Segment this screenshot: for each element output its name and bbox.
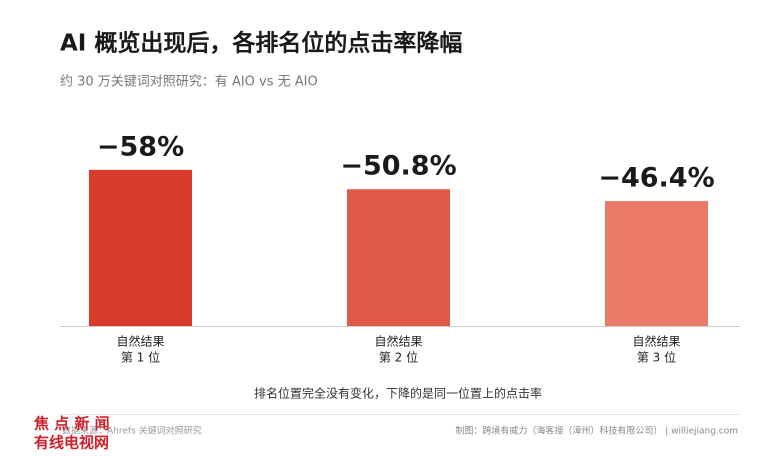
value-label: −58% — [97, 131, 184, 162]
x-tick-label: 第 3 位 — [637, 350, 676, 365]
bar — [89, 169, 192, 326]
chart-title: AI 概览出现后，各排名位的点击率降幅 — [60, 30, 462, 57]
value-label: −46.4% — [598, 163, 714, 194]
credit: 制图：跨境有威力（海客搜（漳州）科技有限公司） | williejiang.co… — [455, 425, 738, 437]
x-tick-label: 第 2 位 — [379, 350, 418, 365]
x-tick-label: 自然结果 — [374, 334, 422, 349]
bar — [347, 189, 450, 326]
bar — [605, 201, 708, 326]
note: 排名位置完全没有变化，下降的是同一位置上的点击率 — [254, 386, 542, 401]
watermark: 焦 点 新 闻 — [33, 415, 110, 433]
x-tick-label: 第 1 位 — [121, 350, 160, 365]
x-tick-label: 自然结果 — [632, 334, 680, 349]
value-label: −50.8% — [340, 151, 456, 182]
source: 数据来源：Ahrefs 关键词对照研究 — [62, 425, 202, 437]
watermark: 有线电视网 — [34, 434, 109, 452]
chart-subtitle: 约 30 万关键词对照研究：有 AIO vs 无 AIO — [60, 75, 318, 90]
x-tick-label: 自然结果 — [116, 334, 164, 349]
